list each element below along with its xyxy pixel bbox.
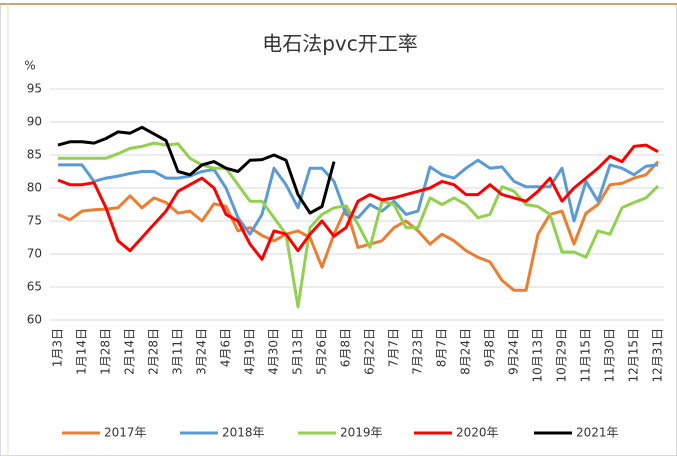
x-tick-label: 4月30日 bbox=[267, 328, 281, 375]
x-tick-label: 9月24日 bbox=[507, 328, 521, 375]
chart-frame bbox=[0, 4, 677, 456]
legend-label: 2017年 bbox=[104, 426, 147, 440]
legend-label: 2018年 bbox=[222, 426, 265, 440]
x-tick-label: 5月26日 bbox=[315, 328, 329, 375]
x-tick-label: 7月23日 bbox=[411, 328, 425, 375]
y-tick-label: 95 bbox=[27, 82, 42, 96]
x-tick-label: 9月8日 bbox=[483, 328, 497, 367]
x-tick-label: 6月22日 bbox=[363, 328, 377, 375]
x-tick-label: 1月14日 bbox=[75, 328, 89, 375]
series-line bbox=[57, 160, 660, 292]
x-tick-label: 5月13日 bbox=[291, 328, 305, 375]
x-tick-label: 6月8日 bbox=[339, 328, 353, 367]
y-axis-label: % bbox=[24, 59, 35, 73]
x-tick-label: 11月15日 bbox=[579, 328, 593, 383]
x-tick-label: 7月7日 bbox=[387, 328, 401, 367]
y-tick-label: 60 bbox=[27, 313, 42, 327]
x-tick-label: 1月28日 bbox=[99, 328, 113, 375]
x-tick-label: 10月29日 bbox=[555, 328, 569, 383]
x-tick-label: 11月30日 bbox=[603, 328, 617, 383]
legend-label: 2019年 bbox=[340, 426, 383, 440]
legend-label: 2020年 bbox=[456, 426, 499, 440]
series-line bbox=[57, 125, 336, 215]
series-line bbox=[58, 158, 659, 236]
series-line bbox=[58, 141, 660, 309]
x-tick-label: 8月24日 bbox=[459, 328, 473, 375]
x-tick-label: 4月6日 bbox=[219, 328, 233, 367]
chart-title: 电石法pvc开工率 bbox=[262, 32, 418, 56]
y-tick-label: 65 bbox=[27, 280, 42, 294]
x-tick-label: 3月11日 bbox=[171, 328, 185, 375]
x-tick-label: 1月3日 bbox=[51, 328, 65, 367]
series-line bbox=[57, 143, 659, 261]
x-tick-label: 2月28日 bbox=[147, 328, 161, 375]
x-tick-label: 4月19日 bbox=[243, 328, 257, 375]
x-tick-label: 12月15日 bbox=[627, 328, 641, 383]
y-tick-label: 85 bbox=[27, 148, 42, 162]
x-tick-label: 2月14日 bbox=[123, 328, 137, 375]
x-tick-label: 3月24日 bbox=[195, 328, 209, 375]
legend-label: 2021年 bbox=[576, 426, 619, 440]
y-tick-label: 90 bbox=[27, 115, 42, 129]
x-tick-label: 8月7日 bbox=[435, 328, 449, 367]
y-tick-label: 70 bbox=[27, 247, 42, 261]
y-tick-label: 80 bbox=[27, 181, 42, 195]
x-tick-label: 10月13日 bbox=[531, 328, 545, 383]
y-tick-label: 75 bbox=[27, 214, 42, 228]
x-tick-label: 12月31日 bbox=[651, 328, 665, 383]
